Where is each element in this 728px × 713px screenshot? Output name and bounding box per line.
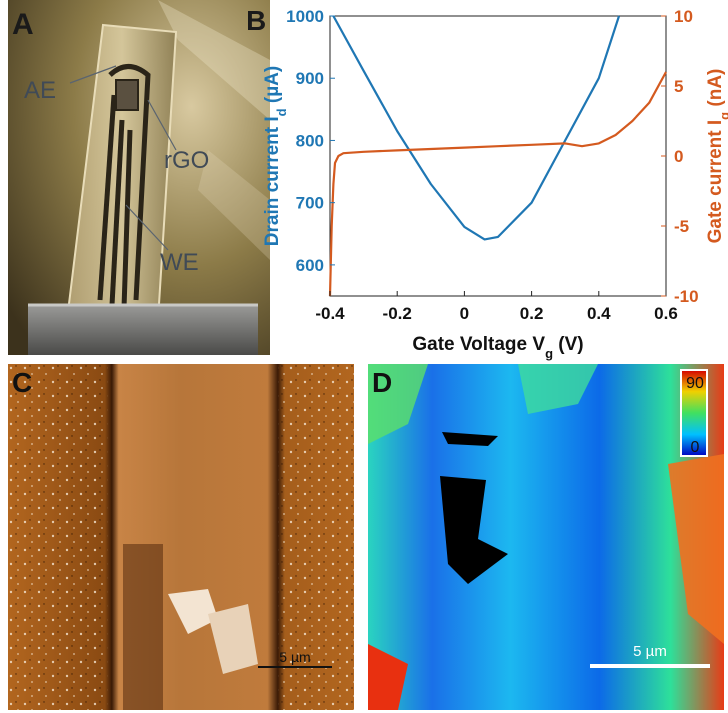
y-left-tick-label: 900 <box>296 69 324 88</box>
panel-d-map: D 90 0 5 µm <box>368 364 724 710</box>
afm-image: C 5 µm <box>8 364 354 710</box>
x-tick-label: 0.6 <box>654 304 678 323</box>
x-tick-label: -0.4 <box>315 304 345 323</box>
y-left-tick-label: 700 <box>296 194 324 213</box>
x-tick-label: 0 <box>460 304 469 323</box>
colorbar-max-label: 90 <box>686 375 704 392</box>
y-left-axis-label: Drain current Id (µA) <box>262 66 289 246</box>
panel-d-letter: D <box>372 367 392 398</box>
y-left-tick-label: 1000 <box>286 7 324 26</box>
panel-b-chart: B -0.4 -0.2 0 0.2 0.4 0.6 600 700 800 900 1000 -10 -… <box>248 0 728 362</box>
x-tick-label: 0.2 <box>520 304 544 323</box>
device-photo: A AE rGO WE <box>8 0 270 355</box>
panel-b-letter: B <box>248 5 266 36</box>
y-right-tick-label: 10 <box>674 7 693 26</box>
gate-current-line <box>328 71 667 297</box>
y-right-tick-label: -10 <box>674 287 699 306</box>
panel-a-letter: A <box>12 8 34 41</box>
panel-c-letter: C <box>12 367 32 398</box>
panel-a-photo: A AE rGO WE <box>8 0 270 355</box>
x-tick-label: -0.2 <box>383 304 412 323</box>
panel-c-afm-image: C 5 µm <box>8 364 354 710</box>
y-right-tick-label: -5 <box>674 217 689 236</box>
c-scalebar-label: 5 µm <box>279 649 310 665</box>
y-right-tick-label: 5 <box>674 77 683 96</box>
spectral-map: D 90 0 5 µm <box>368 364 724 710</box>
y-left-tick-label: 800 <box>296 131 324 150</box>
drain-current-line <box>332 15 621 241</box>
x-tick-label: 0.4 <box>587 304 611 323</box>
plot-frame <box>329 15 667 297</box>
y-right-axis-label: Gate current Ig (nA) <box>705 69 728 244</box>
colorbar-min-label: 0 <box>691 439 700 456</box>
y-right-tick-label: 0 <box>674 147 683 166</box>
x-axis-label: Gate Voltage Vg (V) <box>412 334 583 361</box>
d-scalebar-label: 5 µm <box>633 643 667 660</box>
y-left-tick-label: 600 <box>296 256 324 275</box>
ae-label: AE <box>24 77 56 104</box>
we-label: WE <box>160 249 199 276</box>
transfer-curve-chart: B -0.4 -0.2 0 0.2 0.4 0.6 600 700 800 900 1000 -10 -… <box>248 5 728 361</box>
rgo-label: rGO <box>164 147 209 174</box>
